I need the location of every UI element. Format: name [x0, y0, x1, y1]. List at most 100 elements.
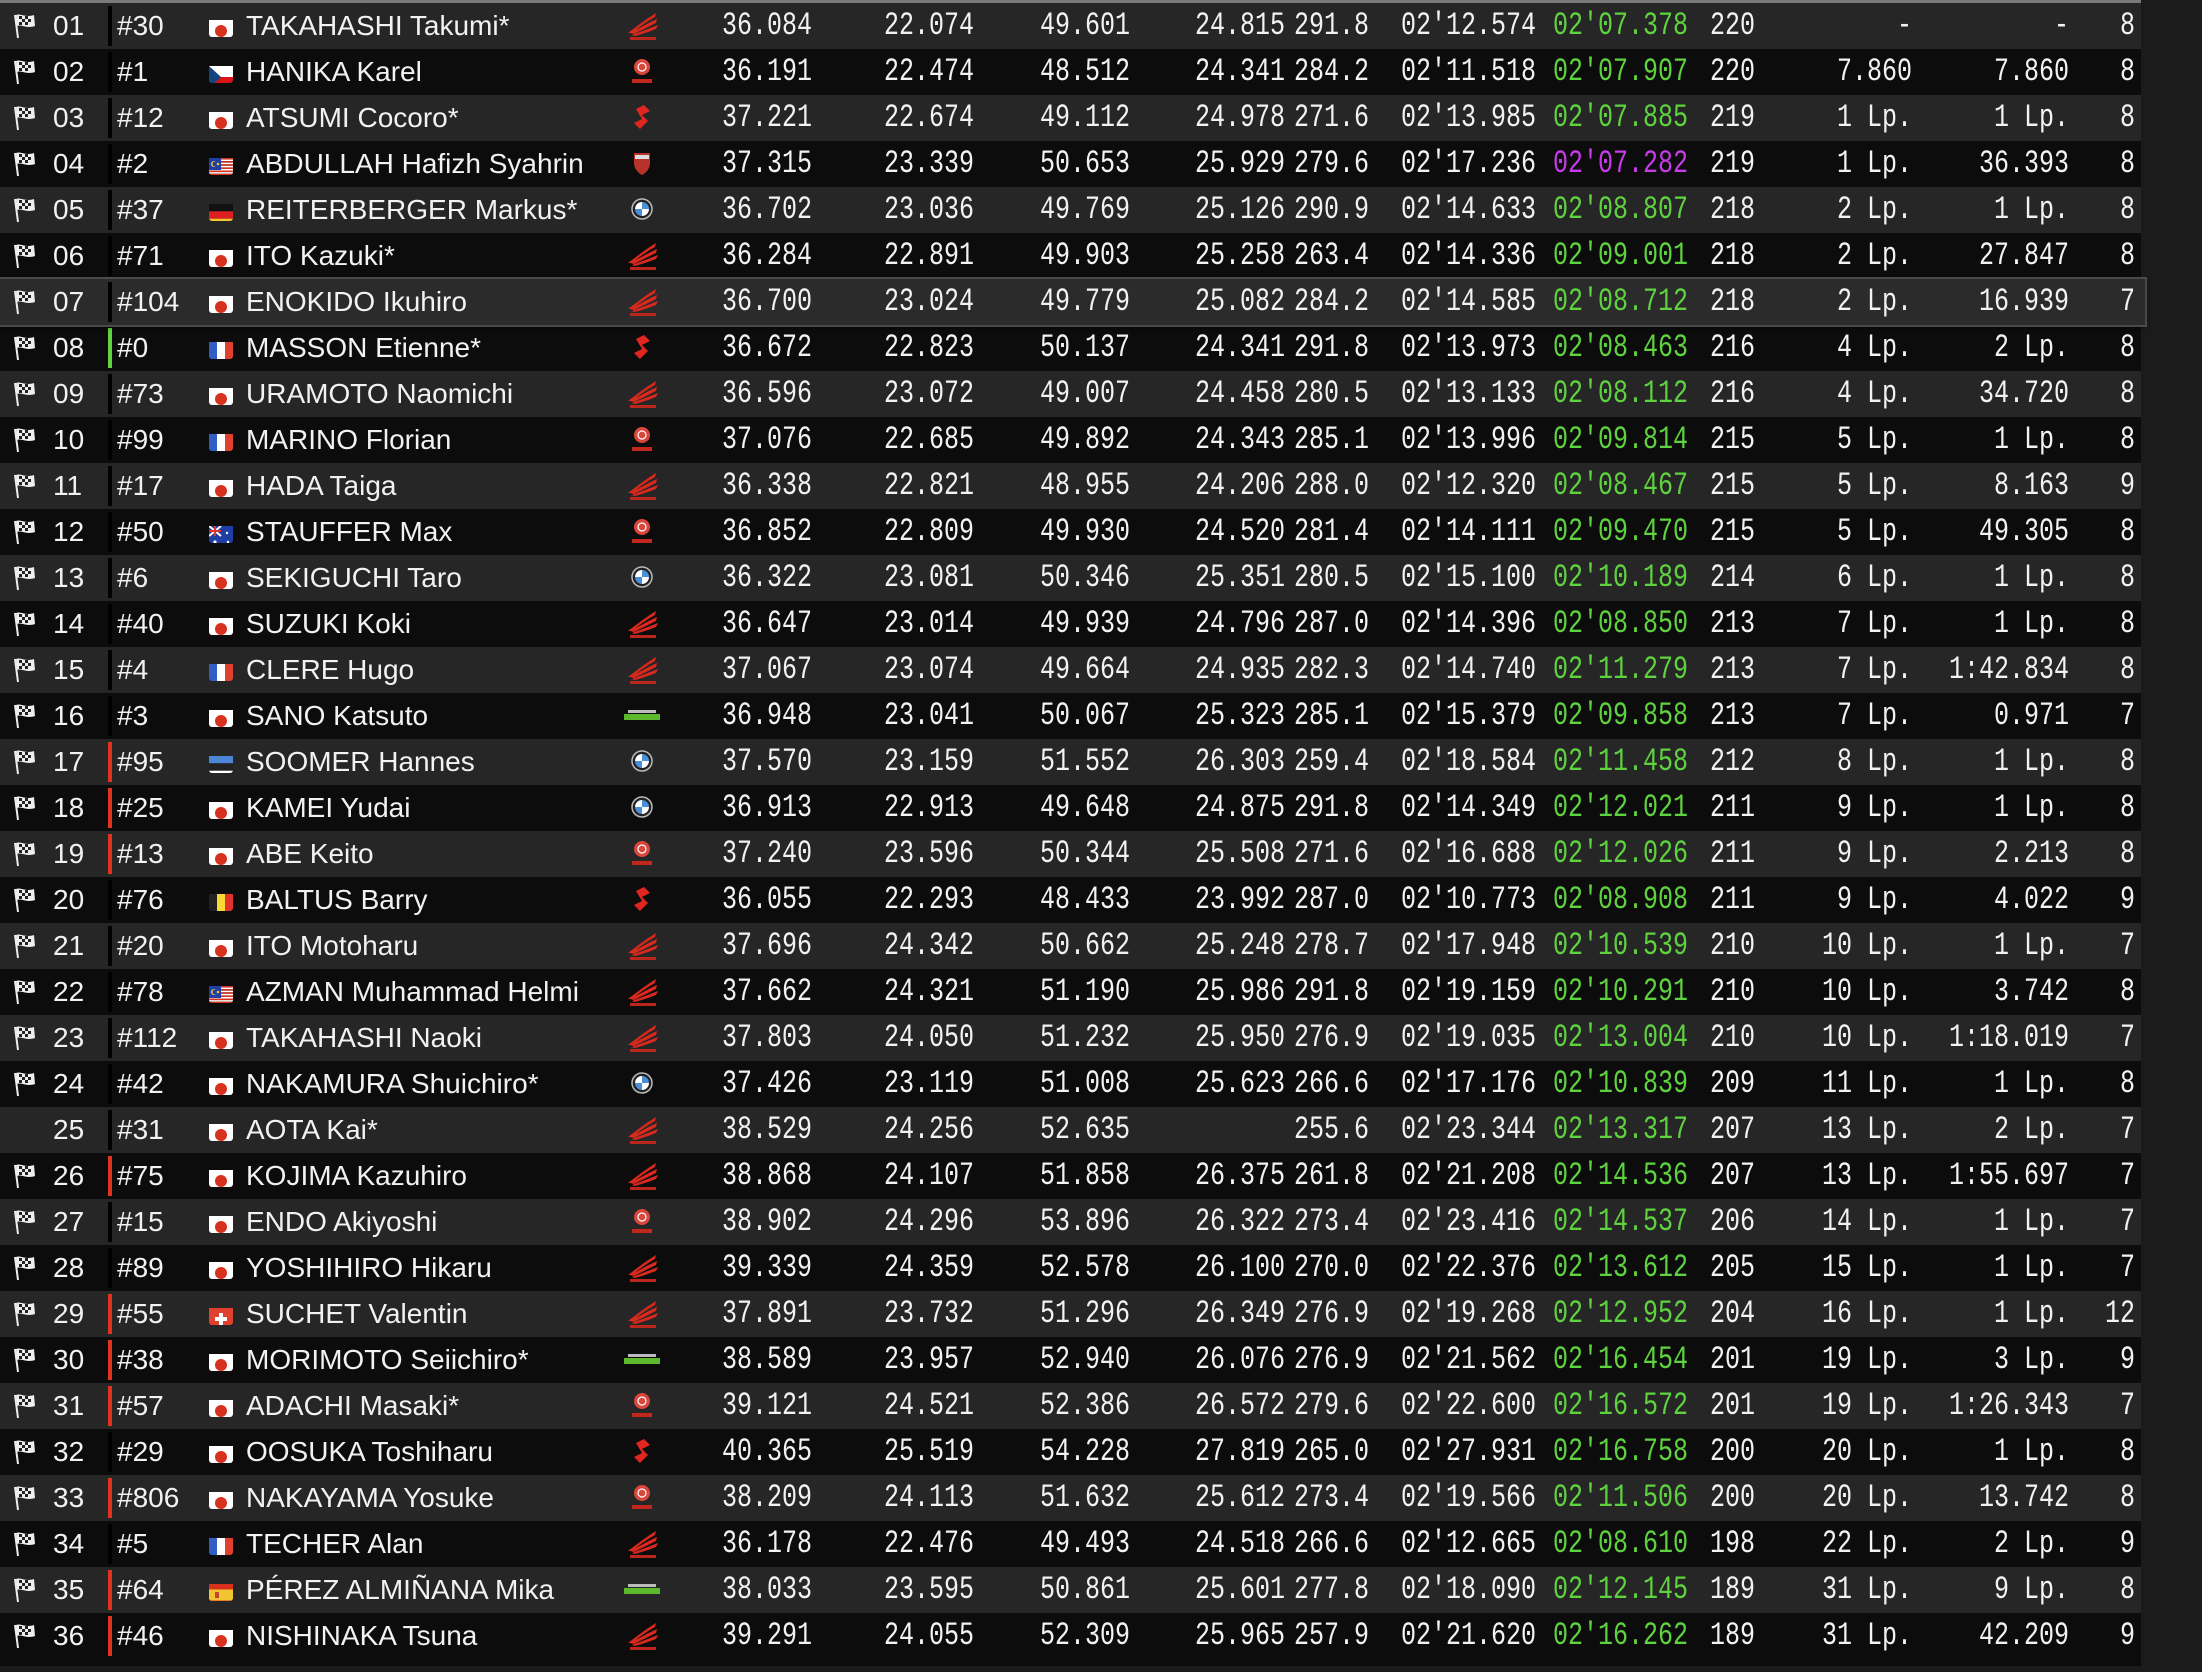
table-row[interactable]: 02 #1 HANIKA Karel 36.191 22.474 48.512 24.341…	[0, 49, 2141, 95]
rider-name[interactable]: URAMOTO Naomichi	[246, 378, 514, 409]
table-row[interactable]: 12 #50 STAUFFER Max 36.852 22.809 49.930 24.52…	[0, 509, 2141, 555]
rider-name[interactable]: STAUFFER Max	[246, 516, 453, 547]
rider-name[interactable]: ITO Kazuki*	[246, 240, 395, 271]
position: 28	[53, 1252, 85, 1283]
table-row[interactable]: 29 #55 SUCHET Valentin 37.891 23.732 51.296 26…	[0, 1291, 2141, 1337]
table-row[interactable]: 25 #31 AOTA Kai* 38.529 24.256 52.635 255.6 02'…	[0, 1107, 2141, 1153]
rider-name[interactable]: SANO Katsuto	[246, 700, 429, 731]
status-bar	[108, 880, 112, 920]
last-lap-time: 02'13.996	[1400, 420, 1536, 459]
rider-name[interactable]: REITERBERGER Markus*	[246, 194, 578, 225]
table-row[interactable]: 05 #37 REITERBERGER Markus* 36.702 23.036 49.…	[0, 187, 2141, 233]
rider-number: #99	[117, 424, 164, 455]
table-row[interactable]: 30 #38 MORIMOTO Seiichiro* 38.589 23.957 52.9…	[0, 1337, 2141, 1383]
gap-to-leader: 31 Lp.	[1821, 1570, 1912, 1609]
table-row[interactable]: 07 #104 ENOKIDO Ikuhiro 36.700 23.024 49.779 2…	[0, 279, 2145, 325]
table-row[interactable]: 21 #20 ITO Motoharu 37.696 24.342 50.662 25.24…	[0, 923, 2141, 969]
rider-name[interactable]: ADACHI Masaki*	[246, 1390, 460, 1421]
rider-name[interactable]: ABDULLAH Hafizh Syahrin	[246, 148, 584, 179]
rider-name[interactable]: ABE Keito	[246, 838, 374, 869]
suzuki-logo-icon	[622, 1435, 662, 1469]
sector-3-time: 49.112	[1039, 98, 1130, 137]
status-bar	[108, 1018, 112, 1058]
position: 04	[53, 148, 85, 179]
rider-name[interactable]: MARINO Florian	[246, 424, 452, 455]
rider-name[interactable]: BALTUS Barry	[246, 884, 428, 915]
rider-name[interactable]: KAMEI Yudai	[246, 792, 411, 823]
rider-name[interactable]: CLERE Hugo	[246, 654, 415, 685]
last-lap-time: 02'14.336	[1400, 236, 1536, 275]
country-flag-icon-jp	[209, 935, 233, 957]
rider-number: #5	[117, 1528, 149, 1559]
table-row[interactable]: 23 #112 TAKAHASHI Naoki 37.803 24.050 51.232 2…	[0, 1015, 2141, 1061]
rider-name[interactable]: NAKAYAMA Yosuke	[246, 1482, 494, 1513]
table-row[interactable]: 26 #75 KOJIMA Kazuhiro 38.868 24.107 51.858 26…	[0, 1153, 2141, 1199]
table-row[interactable]: 14 #40 SUZUKI Koki 36.647 23.014 49.939 24.796…	[0, 601, 2141, 647]
table-row[interactable]: 31 #57 ADACHI Masaki* 39.121 24.521 52.386 26.…	[0, 1383, 2141, 1429]
position: 29	[53, 1298, 85, 1329]
table-row[interactable]: 09 #73 URAMOTO Naomichi 36.596 23.072 49.007 2…	[0, 371, 2141, 417]
table-row[interactable]: 24 #42 NAKAMURA Shuichiro* 37.426 23.119 51.0…	[0, 1061, 2141, 1107]
rider-name[interactable]: YOSHIHIRO Hikaru	[246, 1252, 492, 1283]
rider-name[interactable]: MORIMOTO Seiichiro*	[246, 1344, 529, 1375]
rider-name[interactable]: NISHINAKA Tsuna	[246, 1620, 478, 1651]
rider-name[interactable]: AOTA Kai*	[246, 1114, 378, 1145]
rider-name[interactable]: KOJIMA Kazuhiro	[246, 1160, 467, 1191]
rider-name[interactable]: ENOKIDO Ikuhiro	[246, 286, 467, 317]
sector-2-time: 23.036	[883, 190, 974, 229]
status-bar	[108, 466, 112, 506]
rider-name[interactable]: TAKAHASHI Naoki	[246, 1022, 482, 1053]
rider-name[interactable]: ITO Motoharu	[246, 930, 419, 961]
rider-name[interactable]: PÉREZ ALMIÑANA Mika	[246, 1574, 555, 1605]
table-row[interactable]: 04 #2 ABDULLAH Hafizh Syahrin 37.315 23.339 5…	[0, 141, 2141, 187]
table-row[interactable]: 22 #78 AZMAN Muhammad Helmi 37.662 24.321 51.…	[0, 969, 2141, 1015]
rider-name[interactable]: ATSUMI Cocoro*	[246, 102, 459, 133]
table-row[interactable]: 08 #0 MASSON Etienne* 36.672 22.823 50.137 24.…	[0, 325, 2141, 371]
sector-3-time: 51.858	[1039, 1156, 1130, 1195]
rider-name[interactable]: ENDO Akiyoshi	[246, 1206, 438, 1237]
last-lap-time: 02'21.562	[1400, 1340, 1536, 1379]
rider-name[interactable]: MASSON Etienne*	[246, 332, 481, 363]
status-bar	[108, 1294, 112, 1334]
rider-name[interactable]: OOSUKA Toshiharu	[246, 1436, 493, 1467]
rider-name[interactable]: SUCHET Valentin	[246, 1298, 468, 1329]
table-row[interactable]: 28 #89 YOSHIHIRO Hikaru 39.339 24.359 52.578 2…	[0, 1245, 2141, 1291]
pit-stops: 7	[2119, 1156, 2135, 1195]
rider-name[interactable]: AZMAN Muhammad Helmi	[246, 976, 579, 1007]
status-bar	[108, 1110, 112, 1150]
table-row[interactable]: 03 #12 ATSUMI Cocoro* 37.221 22.674 49.112 24.…	[0, 95, 2141, 141]
rider-name[interactable]: NAKAMURA Shuichiro*	[246, 1068, 539, 1099]
rider-name[interactable]: SOOMER Hannes	[246, 746, 475, 777]
best-lap-time: 02'08.807	[1553, 190, 1689, 229]
interval: -	[2053, 6, 2069, 45]
laps-completed: 211	[1710, 834, 1756, 873]
interval: 9 Lp.	[1993, 1570, 2069, 1609]
table-row[interactable]: 33 #806 NAKAYAMA Yosuke 38.209 24.113 51.632 2…	[0, 1475, 2141, 1521]
table-row[interactable]: 27 #15 ENDO Akiyoshi 38.902 24.296 53.896 26.3…	[0, 1199, 2141, 1245]
table-row[interactable]: 18 #25 KAMEI Yudai 36.913 22.913 49.648 24.875…	[0, 785, 2141, 831]
rider-name[interactable]: HANIKA Karel	[246, 56, 422, 87]
table-row[interactable]: 11 #17 HADA Taiga 36.338 22.821 48.955 24.206 2…	[0, 463, 2141, 509]
best-lap-time: 02'09.858	[1553, 696, 1689, 735]
table-row[interactable]: 10 #99 MARINO Florian 37.076 22.685 49.892 24.…	[0, 417, 2141, 463]
table-row[interactable]: 20 #76 BALTUS Barry 36.055 22.293 48.433 23.99…	[0, 877, 2141, 923]
table-row[interactable]: 17 #95 SOOMER Hannes 37.570 23.159 51.552 26.3…	[0, 739, 2141, 785]
table-row[interactable]: 06 #71 ITO Kazuki* 36.284 22.891 49.903 25.258…	[0, 233, 2141, 279]
table-row[interactable]: 36 #46 NISHINAKA Tsuna 39.291 24.055 52.309 25…	[0, 1613, 2141, 1659]
table-row[interactable]: 32 #29 OOSUKA Toshiharu 40.365 25.519 54.228 2…	[0, 1429, 2141, 1475]
sector-3-time: 50.137	[1039, 328, 1130, 367]
country-flag-icon-my	[209, 981, 233, 1003]
table-row[interactable]: 34 #5 TECHER Alan 36.178 22.476 49.493 24.518 2…	[0, 1521, 2141, 1567]
table-row[interactable]: 35 #64 PÉREZ ALMIÑANA Mika 38.033 23.595 50.8…	[0, 1567, 2141, 1613]
rider-name[interactable]: HADA Taiga	[246, 470, 397, 501]
rider-name[interactable]: SUZUKI Koki	[246, 608, 411, 639]
table-row[interactable]: 19 #13 ABE Keito 37.240 23.596 50.344 25.508 27…	[0, 831, 2141, 877]
table-row[interactable]: 13 #6 SEKIGUCHI Taro 36.322 23.081 50.346 25.3…	[0, 555, 2141, 601]
rider-name[interactable]: SEKIGUCHI Taro	[246, 562, 462, 593]
table-row[interactable]: 01 #30 TAKAHASHI Takumi* 36.084 22.074 49.601…	[0, 3, 2141, 49]
sector-3-time: 52.309	[1039, 1616, 1130, 1655]
table-row[interactable]: 15 #4 CLERE Hugo 37.067 23.074 49.664 24.935 28…	[0, 647, 2141, 693]
rider-name[interactable]: TAKAHASHI Takumi*	[246, 10, 510, 41]
rider-name[interactable]: TECHER Alan	[246, 1528, 424, 1559]
table-row[interactable]: 16 #3 SANO Katsuto 36.948 23.041 50.067 25.323…	[0, 693, 2141, 739]
